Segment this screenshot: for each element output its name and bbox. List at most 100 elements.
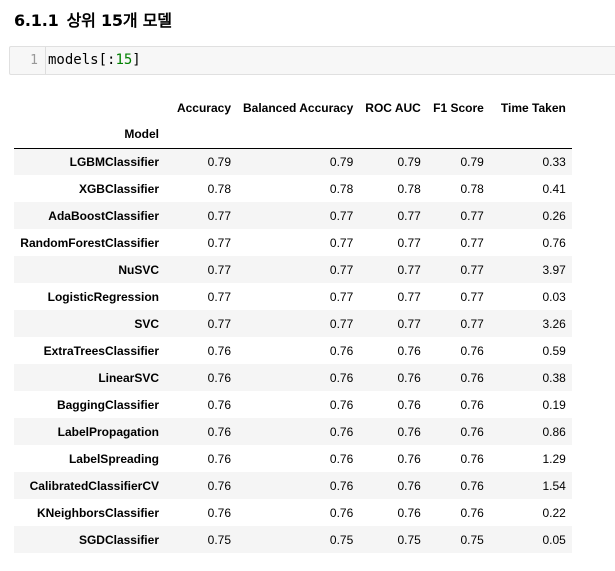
table-cell: 0.76 [207,505,231,520]
table-row: LabelSpreading 0.76 0.76 0.76 0.76 1.29 [14,445,572,472]
table-row: KNeighborsClassifier 0.76 0.76 0.76 0.76 0.22 [14,499,572,526]
row-index-label: XGBClassifier [78,181,159,196]
table-cell: 0.75 [329,532,354,547]
table-cell: 0.75 [397,532,421,547]
table-cell: 0.77 [397,289,421,304]
table-cell: 0.76 [329,424,354,439]
table-cell: 0.76 [460,451,484,466]
table-cell: 0.76 [397,505,421,520]
table-cell: 0.76 [460,424,484,439]
table-row: XGBClassifier 0.78 0.78 0.78 0.78 0.41 [14,175,572,202]
table-cell: 0.76 [397,478,421,493]
table-cell: 0.76 [397,424,421,439]
line-number: 1 [30,53,38,68]
table-row: ExtraTreesClassifier 0.76 0.76 0.76 0.76 0.59 [14,337,572,364]
row-index-label: LabelSpreading [68,451,159,466]
column-header: F1 Score [433,100,484,115]
table-cell: 0.59 [542,343,566,358]
row-index-label: RandomForestClassifier [20,235,159,250]
table-row: AdaBoostClassifier 0.77 0.77 0.77 0.77 0.26 [14,202,572,229]
code-token-prefix: models[: [48,52,116,68]
table-cell: 0.77 [460,262,484,277]
row-index-label: LinearSVC [98,370,159,385]
table-cell: 0.05 [542,532,566,547]
table-row: LinearSVC 0.76 0.76 0.76 0.76 0.38 [14,364,572,391]
table-cell: 0.77 [397,208,421,223]
column-header: Balanced Accuracy [243,100,354,115]
line-gutter: 1 [10,47,46,74]
row-index-label: SVC [134,316,159,331]
table-cell: 0.22 [542,505,566,520]
table-cell: 0.77 [329,208,354,223]
section-title: 상위 15개 모델 [66,11,172,30]
table-cell: 0.76 [329,343,354,358]
table-row: NuSVC 0.77 0.77 0.77 0.77 3.97 [14,256,572,283]
table-cell: 0.77 [460,208,484,223]
table-cell: 0.77 [397,235,421,250]
table-cell: 0.76 [207,478,231,493]
table-cell: 0.78 [207,181,231,196]
table-cell: 0.77 [207,289,231,304]
code-cell[interactable]: 1 models[:15] [9,46,615,75]
table-row: LabelPropagation 0.76 0.76 0.76 0.76 0.86 [14,418,572,445]
table-cell: 0.76 [329,505,354,520]
column-header: Accuracy [176,100,231,115]
table-cell: 0.33 [542,154,566,169]
code-token-suffix: ] [132,52,141,68]
table-cell: 0.77 [460,316,484,331]
table-cell: 0.76 [460,505,484,520]
table-cell: 0.76 [207,370,231,385]
row-index-label: ExtraTreesClassifier [43,343,159,358]
table-cell: 0.76 [329,397,354,412]
table-cell: 0.76 [397,370,421,385]
code-token-number: 15 [115,52,133,68]
table-cell: 3.26 [542,316,566,331]
table-cell: 0.76 [207,424,231,439]
table-cell: 0.77 [329,262,354,277]
row-index-label: LabelPropagation [57,424,159,439]
table-row: SGDClassifier 0.75 0.75 0.75 0.75 0.05 [14,526,572,553]
table-row: SVC 0.77 0.77 0.77 0.77 3.26 [14,310,572,337]
table-cell: 0.76 [460,343,484,358]
table-cell: 0.76 [329,478,354,493]
table-cell: 1.54 [542,478,566,493]
table-cell: 0.76 [207,343,231,358]
table-cell: 0.77 [329,289,354,304]
table-cell: 0.76 [460,478,484,493]
table-cell: 0.76 [460,370,484,385]
column-header: Time Taken [500,100,566,115]
table-cell: 0.78 [397,181,421,196]
index-header-row: Model [14,121,572,148]
table-cell: 0.76 [397,397,421,412]
table-row: LogisticRegression 0.77 0.77 0.77 0.77 0.03 [14,283,572,310]
index-name-header: Model [124,127,159,142]
table-cell: 0.76 [542,235,566,250]
table-cell: 3.97 [542,262,566,277]
table-cell: 0.76 [207,451,231,466]
table-cell: 0.77 [460,235,484,250]
table-cell: 0.76 [207,397,231,412]
table-row: BaggingClassifier 0.76 0.76 0.76 0.76 0.19 [14,391,572,418]
row-index-label: KNeighborsClassifier [36,505,159,520]
table-cell: 1.29 [542,451,566,466]
column-header-row: Accuracy Balanced Accuracy ROC AUC F1 Sc… [14,94,572,121]
table-cell: 0.76 [397,343,421,358]
row-index-label: SGDClassifier [78,532,159,547]
table-cell: 0.77 [329,316,354,331]
table-cell: 0.77 [397,262,421,277]
table-cell: 0.75 [460,532,484,547]
table-cell: 0.38 [542,370,566,385]
code-editor[interactable]: models[:15] [48,52,141,68]
table-body: LGBMClassifier 0.79 0.79 0.79 0.79 0.33 XGBCla… [14,148,572,553]
table-cell: 0.03 [542,289,566,304]
row-index-label: CalibratedClassifierCV [29,478,159,493]
table-cell: 0.77 [329,235,354,250]
section-number: 6.1.1 [14,11,59,30]
table-cell: 0.41 [542,181,566,196]
table-cell: 0.75 [207,532,231,547]
table-cell: 0.86 [542,424,566,439]
header-blank [14,94,165,121]
table-cell: 0.77 [460,289,484,304]
table-cell: 0.79 [329,154,354,169]
table-cell: 0.77 [397,316,421,331]
